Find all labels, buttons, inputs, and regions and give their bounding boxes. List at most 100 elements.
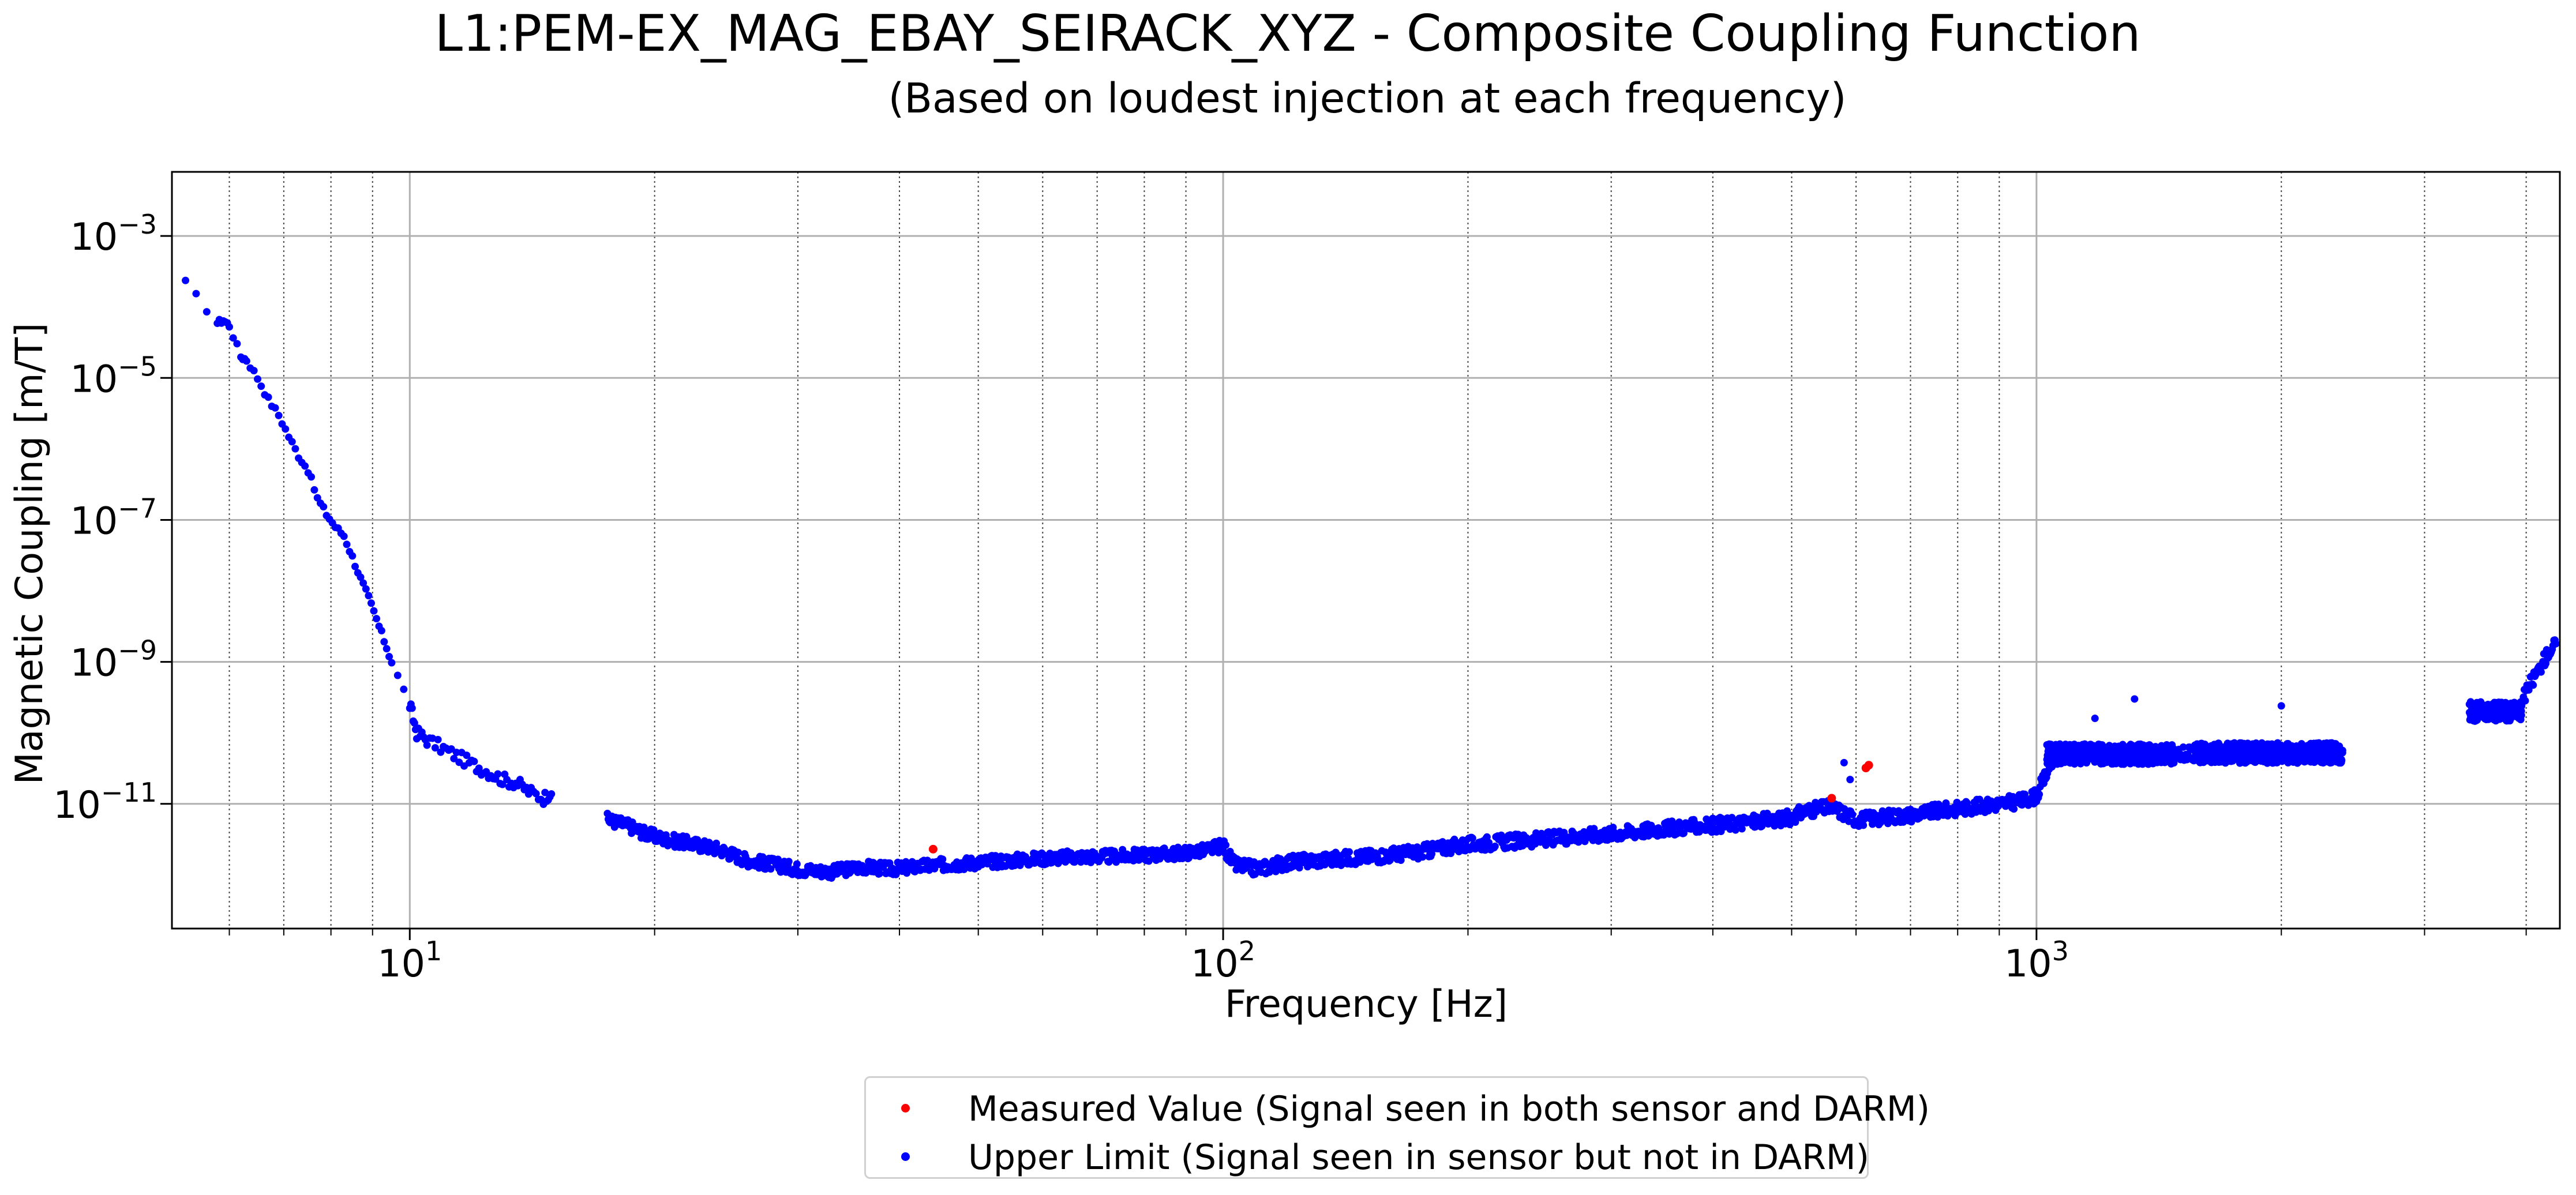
upper-limit-point [2202,742,2210,750]
upper-limit-point [2485,704,2493,712]
upper-limit-point [2065,750,2073,758]
upper-limit-point [548,790,556,798]
upper-limit-point [383,645,391,653]
upper-limit-point [2125,742,2133,750]
upper-limit-point [288,438,296,446]
measured-value-point [1864,761,1873,770]
upper-limit-point [1848,810,1857,818]
upper-limit-point [2309,741,2317,749]
upper-limit-point [182,276,190,284]
upper-limit-point [1222,841,1230,849]
upper-limit-point [423,741,431,749]
upper-limit-point [1738,825,1746,833]
upper-limit-point [2010,805,2018,813]
upper-limit-point [2086,741,2094,749]
upper-limit-point [2225,746,2233,754]
upper-limit-point [242,357,250,365]
upper-limit-point [229,334,237,342]
upper-limit-point [2288,742,2296,750]
upper-limit-point [2300,749,2308,757]
upper-limit-point [2299,755,2307,763]
upper-limit-point [2324,758,2333,766]
upper-limit-point [2035,790,2043,798]
upper-limit-point [2109,757,2117,765]
data-points [182,276,2560,882]
upper-limit-point [2132,746,2140,754]
upper-limit-point [2552,640,2560,648]
upper-limit-point [2168,741,2176,749]
upper-limit-point [2270,746,2278,754]
upper-limit-point [2091,715,2099,723]
upper-limit-point [2052,746,2060,754]
upper-limit-point [2233,742,2241,750]
upper-limit-point [2114,742,2123,750]
upper-limit-point [1791,818,1799,826]
upper-limit-point [437,748,445,756]
upper-limit-point [2134,760,2142,768]
upper-limit-point [475,764,483,772]
upper-limit-point [2517,701,2525,709]
upper-limit-point [257,382,265,390]
chart-subtitle: (Based on loudest injection at each freq… [888,74,1847,122]
upper-limit-point [2078,750,2086,758]
upper-limit-point [2021,790,2029,798]
upper-limit-point [340,532,348,540]
upper-limit-point [2155,749,2163,757]
y-ticks: 10−3 10−5 10−7 10−9 10−11 [53,209,172,827]
y-tick-label: 10−11 [53,777,157,827]
upper-limit-point [1356,858,1364,866]
upper-limit-point [226,323,234,331]
upper-limit-point [393,671,402,679]
upper-limit-point [683,833,691,841]
upper-limit-point [2047,741,2055,749]
upper-limit-point [1468,834,1476,842]
upper-limit-point [1560,829,1568,837]
upper-limit-point [498,780,507,788]
upper-limit-point [400,685,408,693]
x-tick-label: 103 [2004,935,2069,986]
y-tick-label: 10−9 [70,635,157,685]
upper-limit-point [2488,710,2496,718]
upper-limit-point [365,592,373,600]
upper-limit-point [203,308,211,316]
upper-limit-point [351,562,359,570]
upper-limit-point [370,607,378,615]
upper-limit-point [2517,716,2525,724]
upper-limit-point [362,585,370,593]
upper-limit-point [2233,749,2241,757]
upper-limit-point [1345,848,1353,856]
upper-limit-point [2252,746,2260,754]
upper-limit-point [2315,756,2323,764]
upper-limit-point [2286,748,2294,756]
upper-limit-point [410,719,418,727]
upper-limit-point [2529,681,2537,689]
x-ticks: 101 102 103 [377,929,2069,986]
x-axis-label: Frequency [Hz] [1225,983,1508,1026]
upper-limit-point [767,865,775,873]
upper-limit-point [2226,756,2234,764]
legend-entry-measured: Measured Value (Signal seen in both sens… [866,1084,1930,1130]
upper-limit-point [310,486,318,494]
upper-limit-point [494,770,502,778]
upper-limit-point [385,653,393,661]
upper-limit-point [2250,757,2258,765]
upper-limit-point [2121,751,2129,759]
upper-limit-point [2218,743,2226,751]
upper-limit-point [431,744,439,752]
upper-limit-point [650,826,658,834]
upper-limit-point [2196,758,2204,766]
upper-limit-point [233,340,241,348]
upper-limit-point [359,579,368,587]
upper-limit-point [2108,750,2116,758]
upper-limit-point [2203,751,2211,759]
upper-limit-point [2098,750,2106,758]
upper-limit-point [2498,713,2506,721]
upper-limit-point [1491,842,1499,850]
y-tick-label: 10−5 [70,351,157,401]
upper-limit-point [2131,695,2139,703]
upper-limit-point [254,375,262,383]
upper-limit-point [367,599,375,607]
upper-limit-point [939,855,947,863]
upper-limit-point [1679,829,1688,837]
